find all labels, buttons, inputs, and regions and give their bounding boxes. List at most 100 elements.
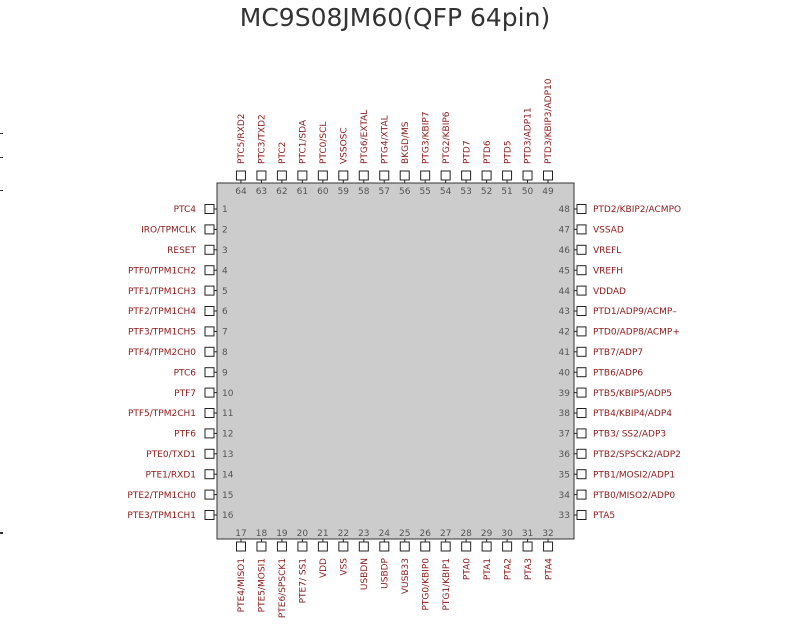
pin-pad (204, 448, 215, 459)
pin-number: 19 (276, 529, 288, 539)
pin-right: PTD2/KBIP2/ACMPO 48 (559, 204, 681, 215)
pin-pad (576, 448, 587, 459)
pin-pad (204, 387, 215, 398)
pin-number: 15 (222, 491, 233, 501)
pin-pad (204, 285, 215, 296)
pin-label: PTB4/KBIP4/ADP4 (593, 409, 672, 419)
pin-number: 33 (559, 511, 570, 521)
pin-top: VSSOSC 59 (338, 127, 350, 197)
pin-label: RESET (167, 246, 196, 256)
pin-left: RESET 3 (167, 244, 228, 256)
pin-label: PTG1/KBIP1 (442, 558, 452, 611)
pin-label: PTB0/MISO2/ADP0 (593, 491, 675, 501)
pin-pad (576, 346, 587, 357)
pin-number: 37 (559, 430, 570, 440)
pin-number: 64 (235, 187, 247, 197)
diagram-title: MC9S08JM60(QFP 64pin) (240, 3, 550, 32)
pin-label: PTD2/KBIP2/ACMPO (593, 205, 681, 215)
pin-label: PTF2/TPM1CH4 (128, 307, 196, 317)
pin-pad (543, 541, 554, 552)
pin-pad (420, 170, 431, 181)
pin-number: 41 (559, 348, 570, 358)
pin-top: PTG6/EXTAL 58 (358, 110, 370, 197)
pin-label: VUSB33 (401, 558, 411, 594)
pin-pad (576, 326, 587, 337)
pin-pad (338, 541, 349, 552)
pin-top: BKGD/MS 56 (399, 121, 411, 197)
pin-top: PTD7 53 (460, 140, 472, 197)
pin-pad (576, 469, 587, 480)
pin-label: VDD (319, 558, 329, 578)
pin-pad (502, 541, 513, 552)
pin-label: PTD0/ADP8/ACMP+ (593, 328, 680, 338)
pin-label: PTB5/KBIP5/ADP5 (593, 389, 672, 399)
pin-pad (481, 170, 492, 181)
pin-label: VDDAD (593, 287, 626, 297)
pin-label: VREFL (593, 246, 621, 256)
pin-left: PTF6 12 (174, 428, 233, 440)
pin-number: 51 (501, 187, 512, 197)
pin-label: USBDN (360, 558, 370, 590)
pin-bottom: PTA0 28 (460, 529, 472, 580)
pin-pad (338, 170, 349, 181)
edge-mark (0, 190, 3, 191)
pin-right: PTB5/KBIP5/ADP5 39 (559, 387, 672, 399)
pin-number: 9 (222, 368, 228, 378)
pin-label: PTA5 (593, 511, 615, 521)
pin-number: 5 (222, 287, 228, 297)
pin-right: PTD0/ADP8/ACMP+ 42 (559, 326, 680, 338)
pin-label: PTA3 (524, 558, 534, 580)
pin-label: BKGD/MS (401, 121, 411, 164)
pins-left: PTC4 1 IRO/TPMCLK 2 RESET 3 PTF0/TPM1CH2 4 PTF1/… (127, 204, 234, 521)
pin-number: 21 (317, 529, 328, 539)
pin-pad (297, 541, 308, 552)
pin-label: PTE0/TXD1 (146, 450, 196, 460)
pin-pad (204, 306, 215, 316)
pin-pad (576, 224, 587, 235)
pin-top: PTG2/KBIP6 54 (440, 111, 452, 197)
pin-left: PTF4/TPM2CH0 8 (128, 346, 228, 358)
pin-top: PTD3/ADP11 50 (522, 107, 534, 197)
pin-pad (502, 170, 513, 181)
pin-label: PTC0/SCL (319, 122, 329, 164)
pin-number: 30 (501, 529, 513, 539)
pin-pad (256, 170, 267, 181)
pin-label: PTG6/EXTAL (360, 110, 370, 164)
pin-pad (461, 541, 472, 552)
pin-number: 62 (276, 187, 287, 197)
pin-left: IRO/TPMCLK 2 (141, 224, 228, 236)
pin-number: 50 (522, 187, 534, 197)
pin-top: PTD6 52 (481, 140, 493, 197)
pin-left: PTE0/TXD1 13 (146, 448, 233, 460)
pin-number: 40 (559, 368, 571, 378)
pin-number: 39 (559, 389, 571, 399)
pin-right: PTB1/MOSI2/ADP1 35 (559, 469, 675, 480)
pin-bottom: PTG1/KBIP1 27 (440, 529, 452, 611)
pin-pad (204, 408, 215, 418)
pin-label: PTE4/MISO1 (237, 558, 247, 612)
pin-pad (204, 204, 215, 214)
pin-pad (576, 408, 587, 418)
pin-pad (379, 170, 390, 181)
pin-bottom: PTA4 32 (542, 529, 554, 580)
pin-label: PTF0/TPM1CH2 (128, 266, 196, 276)
pin-pad (576, 428, 587, 439)
pin-label: PTG2/KBIP6 (442, 111, 452, 164)
pin-number: 22 (338, 529, 349, 539)
pin-number: 44 (559, 287, 571, 297)
pin-left: PTC4 1 (174, 204, 228, 215)
pin-label: PTE3/TPM1CH1 (127, 511, 196, 521)
pin-label: PTC1/SDA (299, 119, 309, 164)
pin-number: 18 (256, 529, 268, 539)
pin-pad (358, 541, 369, 552)
pin-label: PTB2/SPSCK2/ADP2 (593, 450, 681, 460)
pins-bottom: PTE4/MISO117PTE5/MOSI118PTE6/SPSCK119PTE… (235, 529, 554, 618)
pin-right: PTB4/KBIP4/ADP4 38 (559, 408, 672, 419)
pin-pad (576, 265, 587, 276)
pin-left: PTE3/TPM1CH1 16 (127, 510, 234, 521)
pin-number: 35 (559, 470, 570, 480)
pin-number: 1 (222, 205, 228, 215)
pin-pad (399, 170, 410, 181)
pin-number: 6 (222, 307, 228, 317)
pin-number: 29 (481, 529, 493, 539)
